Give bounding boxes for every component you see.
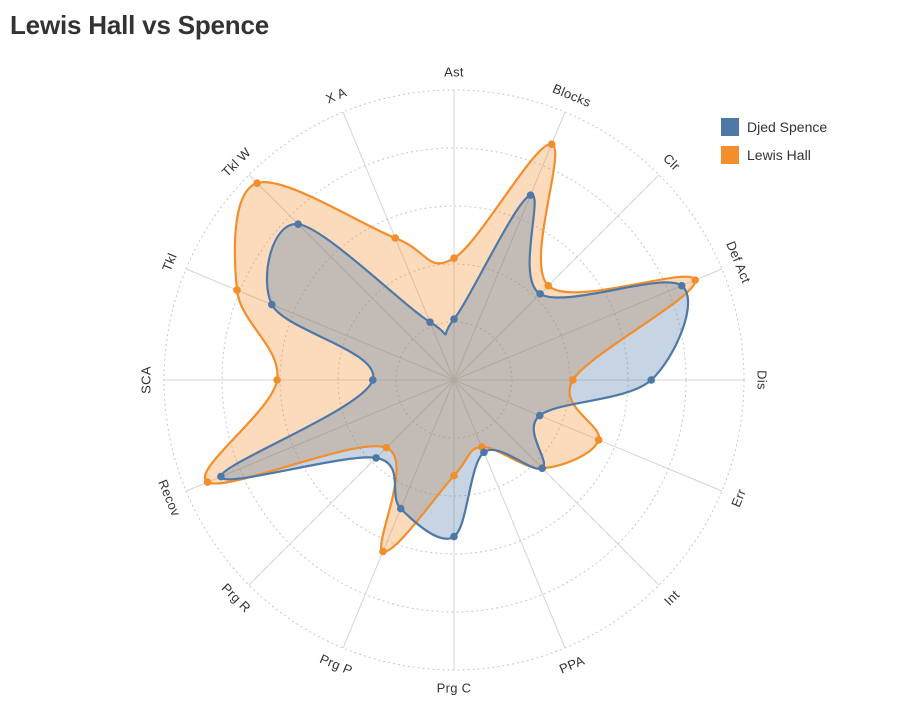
axis-label-ppa: PPA [557,653,587,677]
axis-line-clr [453,174,660,381]
axis-label-x-a: X A [324,84,349,106]
axis-line-prg-p [342,379,455,649]
point-lewis-hall-recov [203,478,212,486]
axis-label-clr: Clr [660,151,683,174]
legend-item-lewis-hall[interactable]: Lewis Hall [721,141,827,169]
point-djed-spence-clr [536,290,544,298]
point-djed-spence-prg-p [396,504,405,513]
point-djed-spence-ast [450,315,458,323]
axis-label-tkl-w: Tkl W [219,144,254,179]
point-djed-spence-recov [217,472,225,481]
point-djed-spence-tkl [268,300,276,309]
axis-label-prg-r: Prg R [219,580,254,615]
axis-line-prg-r [248,379,455,586]
point-djed-spence-sca [369,376,377,384]
axis-label-int: Int [661,587,683,609]
point-djed-spence-x-a [426,318,434,326]
point-lewis-hall-sca [273,376,281,384]
legend-swatch-djed-spence [721,118,739,136]
point-djed-spence-dis [647,376,655,384]
point-lewis-hall-blocks [547,140,556,149]
point-lewis-hall-clr [544,281,553,290]
legend-item-djed-spence[interactable]: Djed Spence [721,113,827,141]
radar-points [203,140,699,556]
axis-label-ast: Ast [444,65,464,80]
axis-label-recov: Recov [155,477,184,518]
series-line-djed-spence [219,194,690,540]
point-djed-spence-tkl-w [294,220,302,228]
axis-line-tkl-w [248,174,455,381]
point-djed-spence-blocks [526,191,535,199]
point-lewis-hall-dis [569,376,577,384]
axis-label-dis: Dis [755,370,770,390]
radar-series [203,143,697,553]
point-lewis-hall-prg-r [382,443,391,452]
axis-label-sca: SCA [139,366,154,394]
axis-label-prg-p: Prg P [318,651,355,678]
radar-grid [163,89,745,671]
legend-label-lewis-hall: Lewis Hall [747,147,811,163]
chart-title: Lewis Hall vs Spence [10,10,270,40]
axis-label-err: Err [728,486,749,509]
axis-line-err [453,379,723,492]
point-lewis-hall-tkl-w [253,179,261,187]
point-djed-spence-ppa [480,448,488,457]
axis-label-prg-c: Prg C [437,681,472,696]
axis-label-tkl: Tkl [159,251,180,274]
axis-label-def-act: Def Act [723,239,754,285]
point-lewis-hall-ast [450,254,458,262]
point-djed-spence-prg-r [372,454,380,462]
point-lewis-hall-prg-c [450,471,458,480]
point-lewis-hall-def-act [691,276,699,284]
axis-line-tkl [185,268,455,381]
legend: Djed Spence Lewis Hall [721,113,827,169]
point-lewis-hall-x-a [391,234,399,242]
axis-label-blocks: Blocks [550,81,593,110]
series-line-lewis-hall [203,143,697,553]
axis-line-int [453,379,660,586]
series-area-lewis-hall [204,144,696,552]
legend-label-djed-spence: Djed Spence [747,119,828,135]
axis-line-ppa [453,379,566,649]
point-lewis-hall-tkl [233,286,241,294]
point-lewis-hall-err [594,436,603,444]
axis-line-recov [185,379,455,492]
axis-line-blocks [453,111,566,381]
point-djed-spence-def-act [677,281,686,290]
axis-line-x-a [342,111,455,381]
legend-swatch-lewis-hall [721,146,739,164]
point-djed-spence-int [538,464,546,472]
axis-line-def-act [453,268,723,381]
point-lewis-hall-prg-p [379,547,387,556]
point-djed-spence-err [535,411,544,420]
point-djed-spence-prg-c [450,532,458,541]
